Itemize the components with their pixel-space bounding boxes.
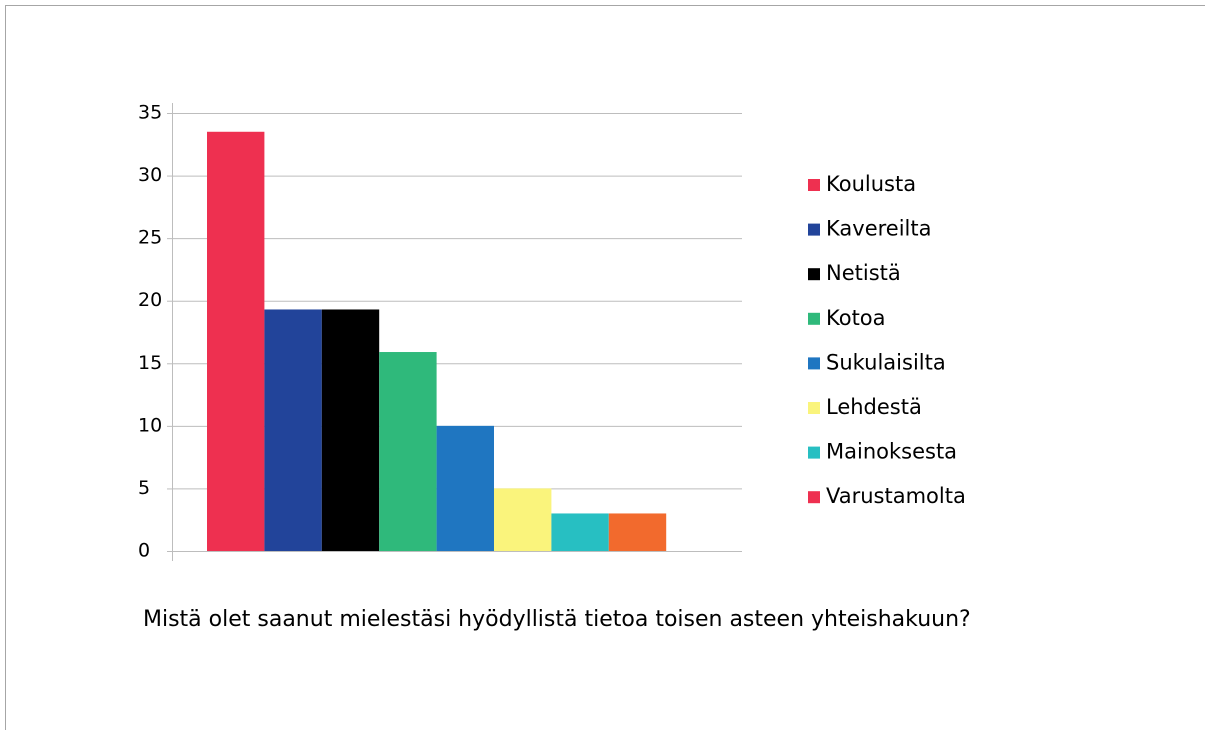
legend-swatch xyxy=(808,446,820,459)
legend-label: Varustamolta xyxy=(826,484,966,508)
legend-swatch xyxy=(808,268,820,281)
legend-swatch xyxy=(808,402,820,414)
y-tick-label: 25 xyxy=(138,227,162,249)
legend-label: Mainoksesta xyxy=(826,440,957,464)
legend-swatch xyxy=(808,179,820,191)
legend-label: Kavereilta xyxy=(826,217,931,241)
chart-title: Mistä olet saanut mielestäsi hyödyllistä… xyxy=(143,607,971,632)
bar xyxy=(608,513,667,551)
y-tick-label: 30 xyxy=(138,164,162,186)
bar xyxy=(264,309,322,551)
legend-label: Koulusta xyxy=(826,172,916,196)
y-tick-label: 0 xyxy=(138,540,150,562)
legend-label: Sukulaisilta xyxy=(826,350,946,374)
legend-label: Kotoa xyxy=(826,306,886,330)
bar xyxy=(321,309,380,551)
bar xyxy=(379,352,437,551)
bar xyxy=(436,425,494,551)
y-tick-label: 15 xyxy=(138,352,162,374)
legend-swatch xyxy=(808,223,820,236)
bar xyxy=(551,513,609,551)
legend-swatch xyxy=(808,312,820,325)
legend-swatch xyxy=(808,357,820,370)
legend-label: Netistä xyxy=(826,261,901,285)
y-tick-label: 10 xyxy=(138,414,162,436)
bar xyxy=(207,131,265,551)
legend-swatch xyxy=(808,491,820,504)
bar xyxy=(494,488,552,551)
y-tick-label: 35 xyxy=(138,102,162,124)
legend-label: Lehdestä xyxy=(826,395,922,419)
y-tick-label: 5 xyxy=(138,477,150,499)
y-tick-label: 20 xyxy=(138,289,162,311)
